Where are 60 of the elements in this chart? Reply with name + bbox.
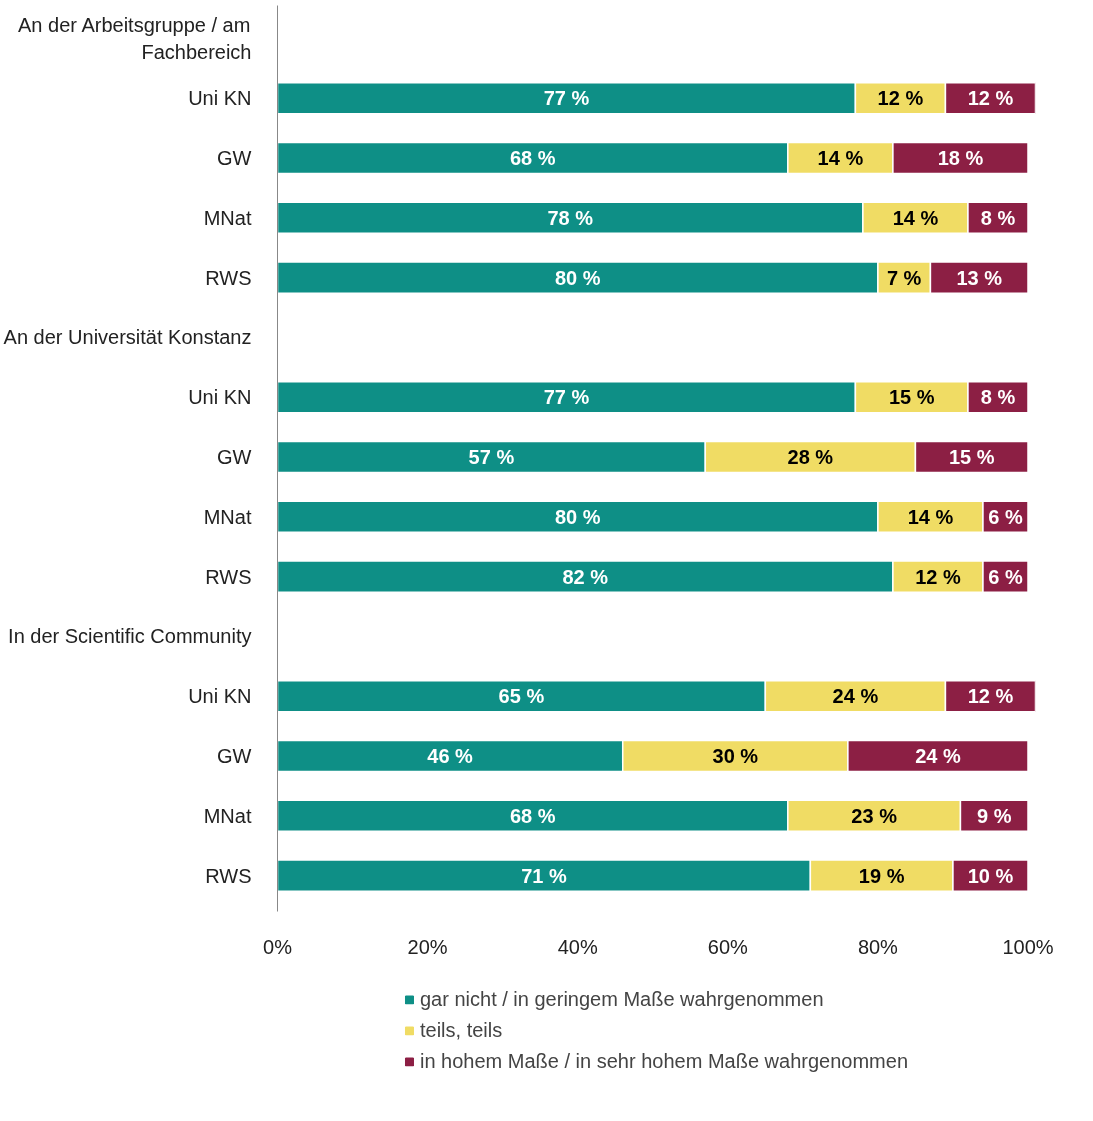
data-label: 10 % xyxy=(967,864,1014,887)
data-label: 82 % xyxy=(562,565,609,588)
data-label: 12 % xyxy=(967,87,1014,110)
x-tick-label: 40% xyxy=(557,935,598,958)
data-label: 14 % xyxy=(907,505,954,528)
data-label: 24 % xyxy=(915,745,961,768)
data-label: 12 % xyxy=(877,87,924,110)
data-label: 15 % xyxy=(948,446,995,468)
data-label: 46 % xyxy=(427,745,474,768)
data-label: 13 % xyxy=(956,266,1003,289)
x-tick-label: 20% xyxy=(407,935,448,958)
y-tick-label: GW xyxy=(217,745,252,768)
legend-label: in hohem Maße / in sehr hohem Maße wahrgenommen xyxy=(419,1049,909,1073)
y-tick-label: An der Universität Konstanz xyxy=(3,326,252,349)
data-label: 9 % xyxy=(976,804,1012,827)
data-label: 6 % xyxy=(988,505,1023,528)
x-tick-label: 60% xyxy=(707,935,749,958)
data-label: 14 % xyxy=(817,147,864,169)
y-tick-label: Uni KN xyxy=(188,87,252,110)
x-tick-label: 100% xyxy=(1002,935,1054,958)
y-tick-label: In der Scientific Community xyxy=(8,625,252,648)
data-label: 12 % xyxy=(967,685,1014,708)
data-label: 80 % xyxy=(554,266,601,289)
data-label: 24 % xyxy=(832,685,879,708)
data-label: 65 % xyxy=(498,685,545,708)
y-tick-label: Uni KN xyxy=(188,386,252,409)
data-label: 19 % xyxy=(858,864,905,887)
y-tick-label: RWS xyxy=(205,864,252,887)
y-tick-label: MNat xyxy=(203,206,252,229)
data-label: 6 % xyxy=(988,565,1023,588)
data-label: 77 % xyxy=(543,87,590,110)
data-label: 8 % xyxy=(980,206,1016,229)
data-label: 7 % xyxy=(886,266,922,289)
data-label: 8 % xyxy=(980,386,1016,409)
data-label: 12 % xyxy=(915,565,961,588)
y-tick-label: GW xyxy=(217,446,252,468)
data-label: 80 % xyxy=(554,505,601,528)
data-label: 28 % xyxy=(787,446,834,468)
data-label: 14 % xyxy=(892,206,939,229)
legend-label: teils, teils xyxy=(419,1018,503,1042)
data-label: 30 % xyxy=(712,745,759,768)
data-label: 18 % xyxy=(937,147,984,169)
data-label: 78 % xyxy=(547,206,594,229)
x-tick-label: 80% xyxy=(857,935,899,958)
data-label: 68 % xyxy=(509,804,556,827)
y-tick-label: An der Arbeitsgruppe / am Fachbereich xyxy=(18,14,252,63)
data-label: 71 % xyxy=(521,864,567,887)
data-label: 57 % xyxy=(468,446,515,468)
x-tick-label: 0% xyxy=(263,935,293,958)
data-label: 15 % xyxy=(888,386,935,409)
y-tick-label: MNat xyxy=(203,804,252,827)
data-label: 77 % xyxy=(543,386,590,409)
legend-label: gar nicht / in geringem Maße wahrgenommen xyxy=(419,987,824,1011)
y-tick-label: RWS xyxy=(205,266,252,289)
y-tick-label: RWS xyxy=(205,565,252,588)
y-tick-label: Uni KN xyxy=(188,685,252,708)
data-label: 23 % xyxy=(851,804,898,827)
y-tick-label: MNat xyxy=(203,505,252,528)
y-tick-label: GW xyxy=(217,147,252,169)
data-label: 68 % xyxy=(509,147,556,169)
